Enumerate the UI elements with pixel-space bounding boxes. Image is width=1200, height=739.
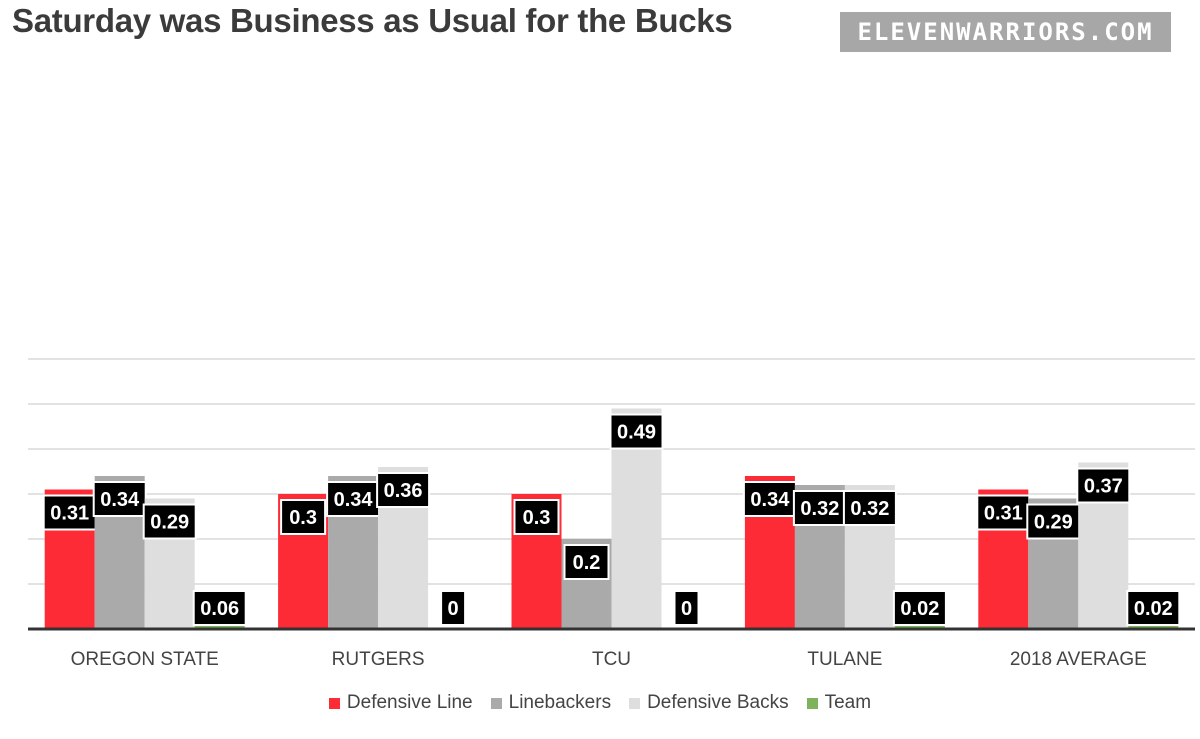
legend-item: Linebackers <box>490 692 612 714</box>
data-label-box <box>892 590 947 626</box>
data-label: 0.32 <box>850 498 889 520</box>
data-label-box <box>842 490 897 526</box>
data-label: 0 <box>681 598 692 620</box>
data-label: 0.34 <box>750 489 790 511</box>
data-label: 0.31 <box>50 503 89 525</box>
data-label-box <box>1126 590 1181 626</box>
legend-label: Team <box>824 692 872 713</box>
legend-swatch <box>490 697 502 709</box>
data-label-box <box>440 590 467 626</box>
data-label: 0.34 <box>100 489 140 511</box>
legend-item: Team <box>806 692 872 714</box>
data-label-box <box>609 413 664 450</box>
data-label-box <box>142 503 197 540</box>
data-label: 0.3 <box>289 507 317 529</box>
legend-swatch <box>629 697 641 709</box>
data-label-box <box>563 544 610 580</box>
data-label: 0.3 <box>523 507 551 529</box>
x-tick-label: OREGON STATE <box>71 649 219 670</box>
data-label: 0.31 <box>984 503 1023 525</box>
x-tick-label: 2018 AVERAGE <box>1010 649 1147 670</box>
x-tick-label: TULANE <box>807 649 882 670</box>
legend-label: Defensive Line <box>346 692 473 713</box>
x-tick-label: RUTGERS <box>332 649 425 670</box>
data-label: 0.2 <box>573 552 601 574</box>
data-label-box <box>513 499 560 535</box>
data-label: 0.29 <box>1034 512 1073 534</box>
data-label-box <box>976 494 1031 531</box>
legend-swatch <box>806 697 818 709</box>
data-label-box <box>1076 467 1131 504</box>
data-label: 0 <box>448 598 459 620</box>
chart-title: Saturday was Business as Usual for the B… <box>12 2 733 39</box>
legend-swatch <box>328 697 340 709</box>
data-label-box <box>376 472 431 508</box>
data-label: 0.29 <box>150 512 189 534</box>
chart-legend: Defensive Line Linebackers Defensive Backs… <box>0 692 1200 714</box>
data-label: 0.02 <box>1134 598 1173 620</box>
legend-item: Defensive Line <box>328 692 473 714</box>
data-label: 0.32 <box>800 498 839 520</box>
data-label: 0.37 <box>1084 476 1123 498</box>
data-label: 0.49 <box>617 422 656 444</box>
data-label-box <box>280 499 327 535</box>
data-label: 0.36 <box>384 480 423 502</box>
data-label: 0.02 <box>900 598 939 620</box>
legend-label: Linebackers <box>508 692 612 713</box>
data-label-box <box>673 590 700 626</box>
x-tick-label: TCU <box>592 649 631 670</box>
brand-logo: ELEVENWARRIORS.COM <box>840 12 1171 52</box>
legend-label: Defensive Backs <box>647 692 789 713</box>
legend-item: Defensive Backs <box>629 692 789 714</box>
data-label: 0.06 <box>200 598 239 620</box>
data-label-box <box>192 590 247 626</box>
data-label-box <box>742 481 797 517</box>
data-label: 0.34 <box>334 489 374 511</box>
